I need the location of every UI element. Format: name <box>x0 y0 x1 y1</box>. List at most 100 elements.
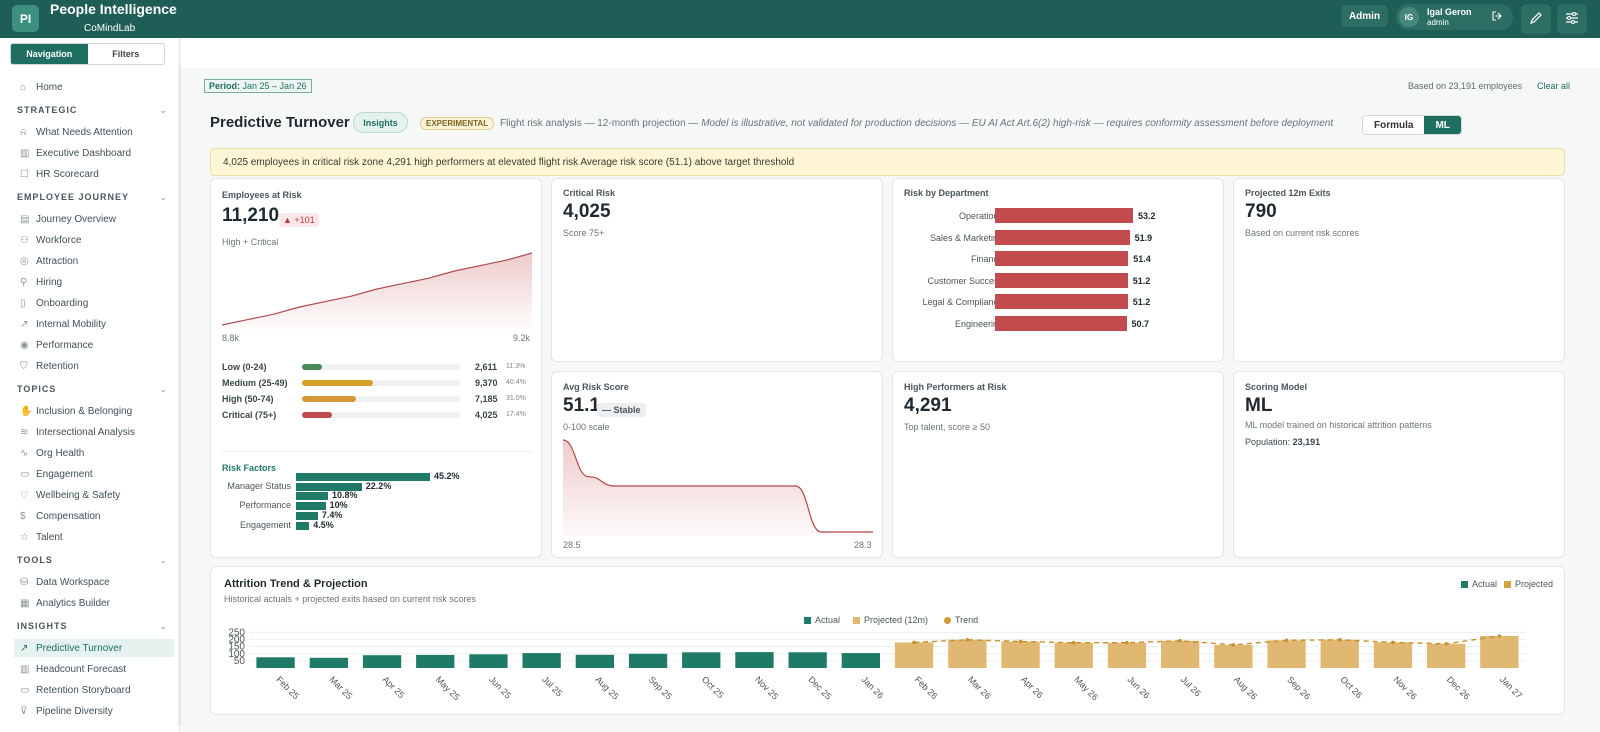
insights-button[interactable]: Insights <box>353 112 408 133</box>
sidebar-item-hiring[interactable]: ⚲ Hiring <box>20 273 174 291</box>
sidebar-item-journey-overview[interactable]: ▤ Journey Overview <box>20 210 174 228</box>
sidebar-item-retention[interactable]: ⛉ Retention <box>20 357 174 375</box>
legend-actual[interactable]: Actual <box>1461 579 1497 589</box>
sidebar-item-compensation[interactable]: $ Compensation <box>20 507 174 525</box>
sidebar-section-insights[interactable]: INSIGHTS ⌄ <box>17 621 167 632</box>
sidebar-item-hr-scorecard[interactable]: ☐ HR Scorecard <box>20 165 174 183</box>
logout-icon[interactable] <box>1491 10 1503 25</box>
section-title: TOPICS <box>17 384 57 394</box>
chart-legend-trend[interactable]: Trend <box>944 615 978 625</box>
x-tick-label: Oct 25 <box>700 674 726 700</box>
chat-icon: ▭ <box>20 468 30 480</box>
department-bar <box>995 208 1133 223</box>
sidebar-item-inclusion-belonging[interactable]: ✋ Inclusion & Belonging <box>20 402 174 420</box>
projected-bar <box>1427 643 1466 668</box>
risk-factor-label: Engagement <box>239 519 291 530</box>
x-tick-label: May 25 <box>434 674 462 702</box>
sidebar-item-retention-storyboard[interactable]: ▭ Retention Storyboard <box>20 681 174 699</box>
projected-bar <box>948 639 987 668</box>
legend-projected[interactable]: Projected <box>1504 579 1553 589</box>
period-chip[interactable]: Period: Jan 25 – Jan 26 <box>204 79 312 93</box>
chevron-down-icon: ⌄ <box>159 384 167 394</box>
legend-swatch <box>804 616 811 624</box>
funnel-icon: ⊽ <box>20 705 28 717</box>
sidebar-item-label: Onboarding <box>36 297 89 309</box>
section-title: TOOLS <box>17 555 53 565</box>
sidebar-item-label: Intersectional Analysis <box>36 426 135 438</box>
formula-mode-button[interactable]: Formula <box>1363 116 1425 134</box>
department-value: 50.7 <box>1131 318 1150 329</box>
department-bar <box>995 251 1129 266</box>
projected-bar <box>1054 642 1093 668</box>
chart-legend-projected[interactable]: Projected (12m) <box>853 615 928 625</box>
at-risk-subtitle: High + Critical <box>222 237 279 247</box>
risk-factor-bar <box>296 473 430 481</box>
sidebar-item-onboarding[interactable]: ▯ Onboarding <box>20 294 174 312</box>
trend-point <box>912 640 916 645</box>
settings-button[interactable] <box>1557 4 1587 34</box>
bucket-fill <box>302 380 373 386</box>
app-logo[interactable]: PI <box>12 5 39 32</box>
scoring-model-value: ML <box>1245 395 1273 416</box>
sidebar-item-what-needs-attention[interactable]: ⍾ What Needs Attention <box>20 123 174 141</box>
chart-legend-actual[interactable]: Actual <box>804 615 840 625</box>
sidebar-item-wellbeing-safety[interactable]: ♡ Wellbeing & Safety <box>20 486 174 504</box>
sidebar-item-home[interactable]: ⌂ Home <box>20 78 174 96</box>
x-tick-label: Oct 26 <box>1338 674 1364 700</box>
risk-bucket-row: Critical (75+) 4,025 17.4% <box>222 408 526 422</box>
book-icon: ▭ <box>20 684 30 696</box>
ml-mode-button[interactable]: ML <box>1424 116 1461 134</box>
user-menu[interactable]: IG Igal Geron admin <box>1396 4 1513 30</box>
x-tick-label: Feb 25 <box>274 674 301 701</box>
sidebar-section-topics[interactable]: TOPICS ⌄ <box>17 384 167 395</box>
risk-factor-bar <box>296 482 362 491</box>
admin-button[interactable]: Admin <box>1341 5 1388 27</box>
sidebar-tabs: Navigation Filters <box>10 43 165 65</box>
user-name: Igal Geron <box>1427 7 1472 17</box>
sidebar-item-org-health[interactable]: ∿ Org Health <box>20 444 174 462</box>
sliders-icon <box>1565 11 1579 28</box>
sidebar-item-pipeline-diversity[interactable]: ⊽ Pipeline Diversity <box>20 702 174 720</box>
edit-button[interactable] <box>1521 4 1551 34</box>
avg-risk-subtitle: 0-100 scale <box>563 422 610 432</box>
risk-factor-bar <box>296 492 328 501</box>
sidebar-item-analytics-builder[interactable]: ▦ Analytics Builder <box>20 594 174 612</box>
bucket-percent: 40.4% <box>506 379 526 386</box>
sidebar-item-label: Journey Overview <box>36 213 117 225</box>
sidebar-section-strategic[interactable]: STRATEGIC ⌄ <box>17 105 167 116</box>
sidebar-item-intersectional-analysis[interactable]: ≋ Intersectional Analysis <box>20 423 174 441</box>
clear-all-link[interactable]: Clear all <box>1537 81 1571 91</box>
sidebar-item-executive-dashboard[interactable]: ▥ Executive Dashboard <box>20 144 174 162</box>
tab-navigation[interactable]: Navigation <box>11 44 88 64</box>
sidebar-section-tools[interactable]: TOOLS ⌄ <box>17 555 167 566</box>
risk-factor-bar <box>296 511 318 520</box>
x-tick-label: Mar 25 <box>327 674 354 701</box>
card-label: Projected 12m Exits <box>1245 188 1331 198</box>
avg-risk-sparkline <box>563 439 873 536</box>
risk-by-department-card: Risk by Department Operations 53.2 Sales &… <box>892 178 1224 362</box>
avg-risk-value: 51.1 <box>563 395 600 416</box>
sidebar-item-headcount-forecast[interactable]: ▥ Headcount Forecast <box>20 660 174 678</box>
sidebar-item-internal-mobility[interactable]: ↗ Internal Mobility <box>20 315 174 333</box>
sidebar-item-talent[interactable]: ☆ Talent <box>20 528 174 546</box>
sidebar-item-data-workspace[interactable]: ⛁ Data Workspace <box>20 573 174 591</box>
sidebar-item-attraction[interactable]: ◎ Attraction <box>20 252 174 270</box>
sidebar-section-employee-journey[interactable]: EMPLOYEE JOURNEY ⌄ <box>17 192 167 203</box>
pulse-icon: ∿ <box>20 447 29 459</box>
tab-filters[interactable]: Filters <box>112 49 140 59</box>
department-bar <box>995 272 1128 288</box>
app-subtitle: CoMindLab <box>84 23 136 34</box>
actual-bar <box>309 657 348 668</box>
sidebar-scrollbar[interactable] <box>178 66 181 726</box>
sidebar-item-workforce[interactable]: ⚇ Workforce <box>20 231 174 249</box>
x-tick-label: Sep 26 <box>1285 674 1312 701</box>
bucket-fill <box>302 412 333 418</box>
star-icon: ☆ <box>20 531 29 543</box>
sidebar-item-performance[interactable]: ◉ Performance <box>20 336 174 354</box>
bucket-label: Low (0-24) <box>222 362 267 372</box>
sidebar-item-engagement[interactable]: ▭ Engagement <box>20 465 174 483</box>
sidebar-item-predictive-turnover[interactable]: ↗ Predictive Turnover <box>14 639 174 657</box>
legend-label: Actual <box>815 615 841 625</box>
actual-bar <box>256 657 295 668</box>
